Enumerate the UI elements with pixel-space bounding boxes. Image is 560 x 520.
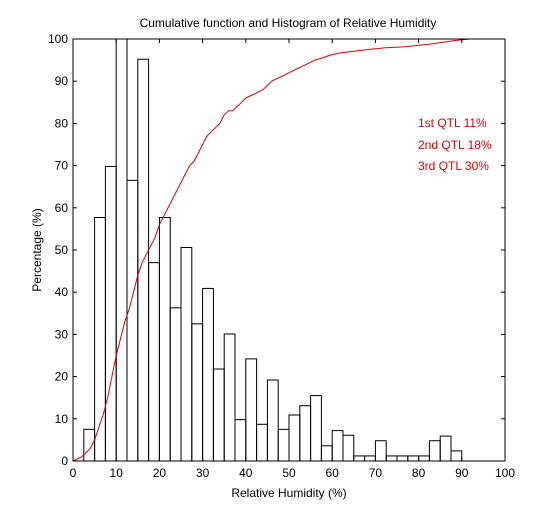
x-tick-label: 0: [70, 466, 77, 480]
y-tick-label: 0: [61, 454, 68, 468]
y-tick-label: 100: [48, 32, 68, 46]
chart-title: Cumulative function and Histogram of Rel…: [140, 16, 437, 30]
y-tick-label: 50: [55, 243, 69, 257]
y-tick-label: 90: [55, 74, 69, 88]
x-tick-label: 20: [153, 466, 167, 480]
x-tick-label: 60: [326, 466, 340, 480]
x-tick-label: 40: [239, 466, 253, 480]
y-tick-label: 70: [55, 159, 69, 173]
quartile-annotation-1: 1st QTL 11%: [418, 116, 487, 130]
y-tick-label: 60: [55, 201, 69, 215]
x-tick-label: 70: [369, 466, 383, 480]
x-tick-label: 80: [412, 466, 426, 480]
x-axis: 0 10 20 30 40 50 60 70 80 90 100: [70, 39, 515, 480]
x-tick-label: 50: [282, 466, 296, 480]
quartile-annotation-3: 3rd QTL 30%: [418, 159, 489, 173]
x-tick-label: 100: [495, 466, 515, 480]
y-tick-label: 40: [55, 285, 69, 299]
cumulative-curve: [72, 38, 505, 462]
y-tick-label: 10: [55, 412, 69, 426]
y-axis: 0 10 20 30 40 50 60 70 80 90 100: [48, 32, 505, 468]
cumulative-line: [72, 38, 505, 462]
y-tick-label: 20: [55, 370, 69, 384]
quartile-annotation-2: 2nd QTL 18%: [418, 138, 492, 152]
y-axis-label: Percentage (%): [30, 208, 44, 291]
y-tick-label: 30: [55, 327, 69, 341]
plot-area: [73, 39, 505, 461]
y-tick-label: 80: [55, 116, 69, 130]
x-tick-label: 90: [455, 466, 469, 480]
x-tick-label: 30: [196, 466, 210, 480]
x-axis-label: Relative Humidity (%): [231, 486, 346, 500]
x-tick-label: 10: [110, 466, 124, 480]
